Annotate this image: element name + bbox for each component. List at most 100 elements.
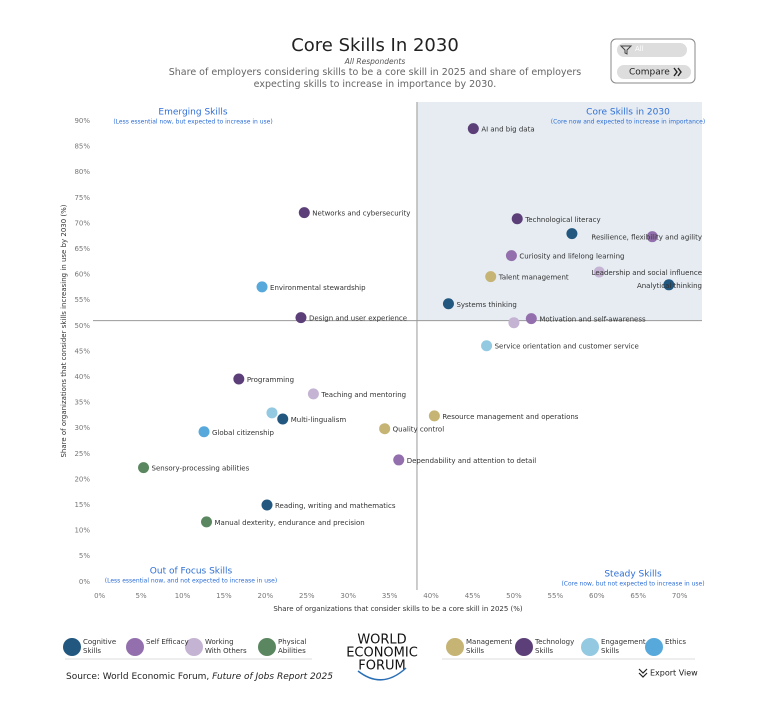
legend-swatch [63,638,81,656]
legend-swatch [258,638,276,656]
point [138,462,150,474]
point [593,266,605,278]
point-label: Technological literacy [524,216,600,224]
quadrant-title: Core Skills in 2030 [586,108,670,118]
y-tick-label: 90% [74,117,90,125]
point [663,279,675,291]
quadrant-note: (Core now, but not expected to increase … [561,581,704,588]
point-label: AI and big data [481,126,534,134]
x-tick-label: 65% [630,592,646,600]
point [201,516,213,528]
core-quadrant [416,102,702,321]
source-title: Future of Jobs Report 2025 [212,672,333,682]
point [428,410,440,422]
y-tick-label: 45% [74,347,90,355]
y-tick-label: 25% [74,450,90,458]
filter-icon [619,45,633,55]
legend-swatch [515,638,533,656]
point-label: Systems thinking [456,301,516,309]
legend-label: Management Skills [466,638,513,655]
quadrant-note: (Core now and expected to increase in im… [551,119,705,126]
y-tick-label: 55% [74,296,90,304]
quadrant-title: Steady Skills [604,570,662,580]
point-label: Talent management [498,274,569,282]
point-label: Resource management and operations [442,413,578,421]
legend-swatch [645,638,663,656]
legend-label: Ethics [665,638,687,646]
point-label: Motivation and self-awareness [539,316,646,324]
y-tick-label: 65% [74,245,90,253]
legend-label: Engagement Skills [601,638,646,655]
point-label: Service orientation and customer service [495,343,639,351]
point-label: Manual dexterity, endurance and precisio… [215,519,365,527]
point-label: Teaching and mentoring [320,391,406,399]
compare-label: Compare [629,68,670,78]
legend-label: Cognitive Skills [83,638,117,655]
point [261,499,273,511]
point-label: Dependability and attention to detail [407,457,537,465]
y-tick-label: 5% [79,552,90,560]
legend-label: Working With Others [205,638,247,655]
y-tick-label: 15% [74,501,90,509]
point-label: Global citizenship [212,429,274,437]
subtitle-box: Share of employers considering skills to… [168,67,582,90]
y-tick-label: 70% [74,219,90,227]
filter-dropdown[interactable] [617,43,687,57]
point-label: Leadership and social influence [592,269,702,277]
logo-line: ECONOMIC [346,646,418,661]
point [485,271,497,283]
legend-label: Self Efficacy [146,638,189,646]
point-label: Networks and cybersecurity [312,210,410,218]
x-tick-label: 15% [216,592,232,600]
quadrant-title: Emerging Skills [158,108,227,118]
y-tick-label: 10% [74,527,90,535]
point [277,413,289,425]
logo-line: FORUM [358,659,405,674]
point [646,231,658,243]
x-tick-label: 35% [382,592,398,600]
point-label: Programming [247,376,294,384]
compare-chevrons [673,67,682,77]
point [505,250,517,262]
source: Source: World Economic Forum, Future of … [66,672,333,682]
logo: WORLD ECONOMIC FORUM [346,633,418,681]
legend-swatch [185,638,203,656]
export-icon[interactable] [638,668,648,678]
legend-swatch [581,638,599,656]
x-tick-label: 30% [340,592,356,600]
quadrant-title: Out of Focus Skills [150,567,233,577]
filter-value: All [635,45,644,53]
point-label: Sensory-processing abilities [152,465,250,473]
point [467,123,479,135]
point-label: Curiosity and lifelong learning [519,253,624,261]
point [481,340,493,352]
point [566,228,578,240]
point [198,426,210,438]
point-label: Multi-lingualism [291,416,347,424]
respondents: All Respondents [344,57,406,66]
legend-swatch [126,638,144,656]
point [379,423,391,435]
filter-panel: All Compare [610,38,696,84]
y-tick-label: 80% [74,168,90,176]
x-tick-label: 5% [136,592,147,600]
y-axis-label: Share of organizations that consider ski… [60,204,68,457]
x-tick-label: 40% [423,592,439,600]
x-tick-label: 50% [506,592,522,600]
y-tick-label: 0% [79,578,90,586]
y-tick-label: 40% [74,373,90,381]
x-tick-label: 10% [175,592,191,600]
compare-button[interactable] [617,65,691,79]
legend-label: Technology Skills [535,638,575,655]
point [298,207,310,219]
logo-line: WORLD [357,633,406,648]
x-tick-label: 55% [548,592,564,600]
x-tick-label: 45% [465,592,481,600]
subtitle: Share of employers considering skills to… [168,67,582,90]
point-label: Resilience, flexibility and agility [591,234,702,242]
chart-title: Core Skills In 2030 [291,35,459,56]
export-label[interactable]: Export View [650,669,698,678]
point [511,213,523,225]
